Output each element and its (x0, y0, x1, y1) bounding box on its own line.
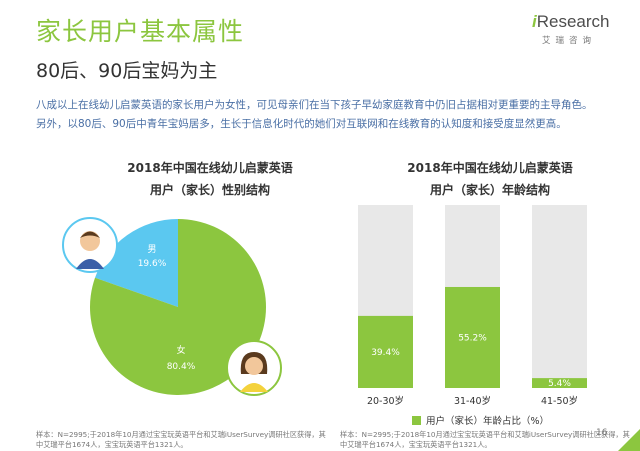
x-tick-label: 41-50岁 (541, 395, 578, 407)
age-chart-title: 2018年中国在线幼儿启蒙英语 用户（家长）年龄结构 (380, 157, 600, 201)
bar-background (532, 205, 587, 388)
corner-accent (618, 429, 640, 451)
pie-label-male: 男 (147, 244, 156, 255)
footnote-line-4: 中艾瑞平台1674人，宝宝玩英语平台1321人。 (340, 440, 492, 449)
gender-pie-chart: 男 19.6% 女 80.4% (62, 217, 282, 396)
x-tick-label: 31-40岁 (454, 395, 491, 407)
gender-chart-title: 2018年中国在线幼儿启蒙英语 用户（家长）性别结构 (100, 157, 320, 201)
pie-value-male: 19.6% (138, 259, 167, 269)
age-chart-title-line-2: 用户（家长）年龄结构 (429, 183, 550, 197)
page-subtitle: 80后、90后宝妈为主 (36, 60, 218, 82)
intro-line-2: 另外，以80后、90后中青年宝妈居多，生长于信息化时代的她们对互联网和在线教育的… (36, 118, 567, 130)
intro-line-1: 八成以上在线幼儿启蒙英语的家长用户为女性，可见母亲们在当下孩子早幼家庭教育中仍旧… (36, 99, 593, 111)
pie-value-female: 80.4% (167, 362, 196, 372)
girl-avatar-icon (226, 340, 282, 396)
gender-chart-title-line-2: 用户（家长）性别结构 (149, 183, 270, 197)
source-footnote: 样本：N=2995;于2018年10月通过宝宝玩英语平台和艾瑞iUserSurv… (36, 430, 616, 450)
pie-slice-female (90, 219, 267, 395)
footnote-line-2: 中艾瑞平台1674人，宝宝玩英语平台1321人。 (36, 440, 188, 449)
pie-slice-male (95, 219, 178, 307)
bar-value-label: 55.2% (458, 333, 487, 343)
pie-label-female: 女 (176, 344, 185, 356)
logo-subtext: 艾瑞咨询 (542, 36, 597, 46)
boy-avatar-icon (62, 217, 118, 273)
page-title: 家长用户基本属性 (36, 17, 245, 46)
gender-chart-title-line-1: 2018年中国在线幼儿启蒙英语 (127, 161, 293, 175)
iresearch-logo: iResearch 艾瑞咨询 (532, 12, 612, 54)
logo-wordmark: iResearch (532, 12, 610, 31)
page-number: 16 (596, 428, 608, 438)
intro-paragraph: 八成以上在线幼儿启蒙英语的家长用户为女性，可见母亲们在当下孩子早幼家庭教育中仍旧… (36, 96, 626, 134)
legend-swatch (412, 415, 421, 425)
bar-41-50岁 (532, 378, 587, 388)
legend-label: 用户（家长）年龄占比（%） (426, 416, 550, 427)
bar-20-30岁 (358, 315, 413, 388)
x-tick-label: 20-30岁 (367, 395, 404, 407)
age-chart-title-line-1: 2018年中国在线幼儿启蒙英语 (407, 161, 573, 175)
source-footnote-right: 样本：N=2995;于2018年10月通过宝宝玩英语平台和艾瑞iUserSurv… (340, 430, 630, 450)
footnote-line-3: 样本：N=2995;于2018年10月通过宝宝玩英语平台和艾瑞iUserSurv… (340, 430, 630, 439)
footnote-line-1: 样本：N=2995;于2018年10月通过宝宝玩英语平台和艾瑞iUserSurv… (36, 430, 326, 439)
bar-31-40岁 (445, 286, 500, 388)
age-bar-chart: 39.4% 20-30岁 55.2% 31-40岁 5.4% 41-50岁 (358, 205, 587, 407)
age-chart-legend: 用户（家长）年龄占比（%） (412, 413, 549, 427)
bar-value-label: 39.4% (371, 348, 400, 358)
bar-value-label: 5.4% (548, 379, 571, 389)
